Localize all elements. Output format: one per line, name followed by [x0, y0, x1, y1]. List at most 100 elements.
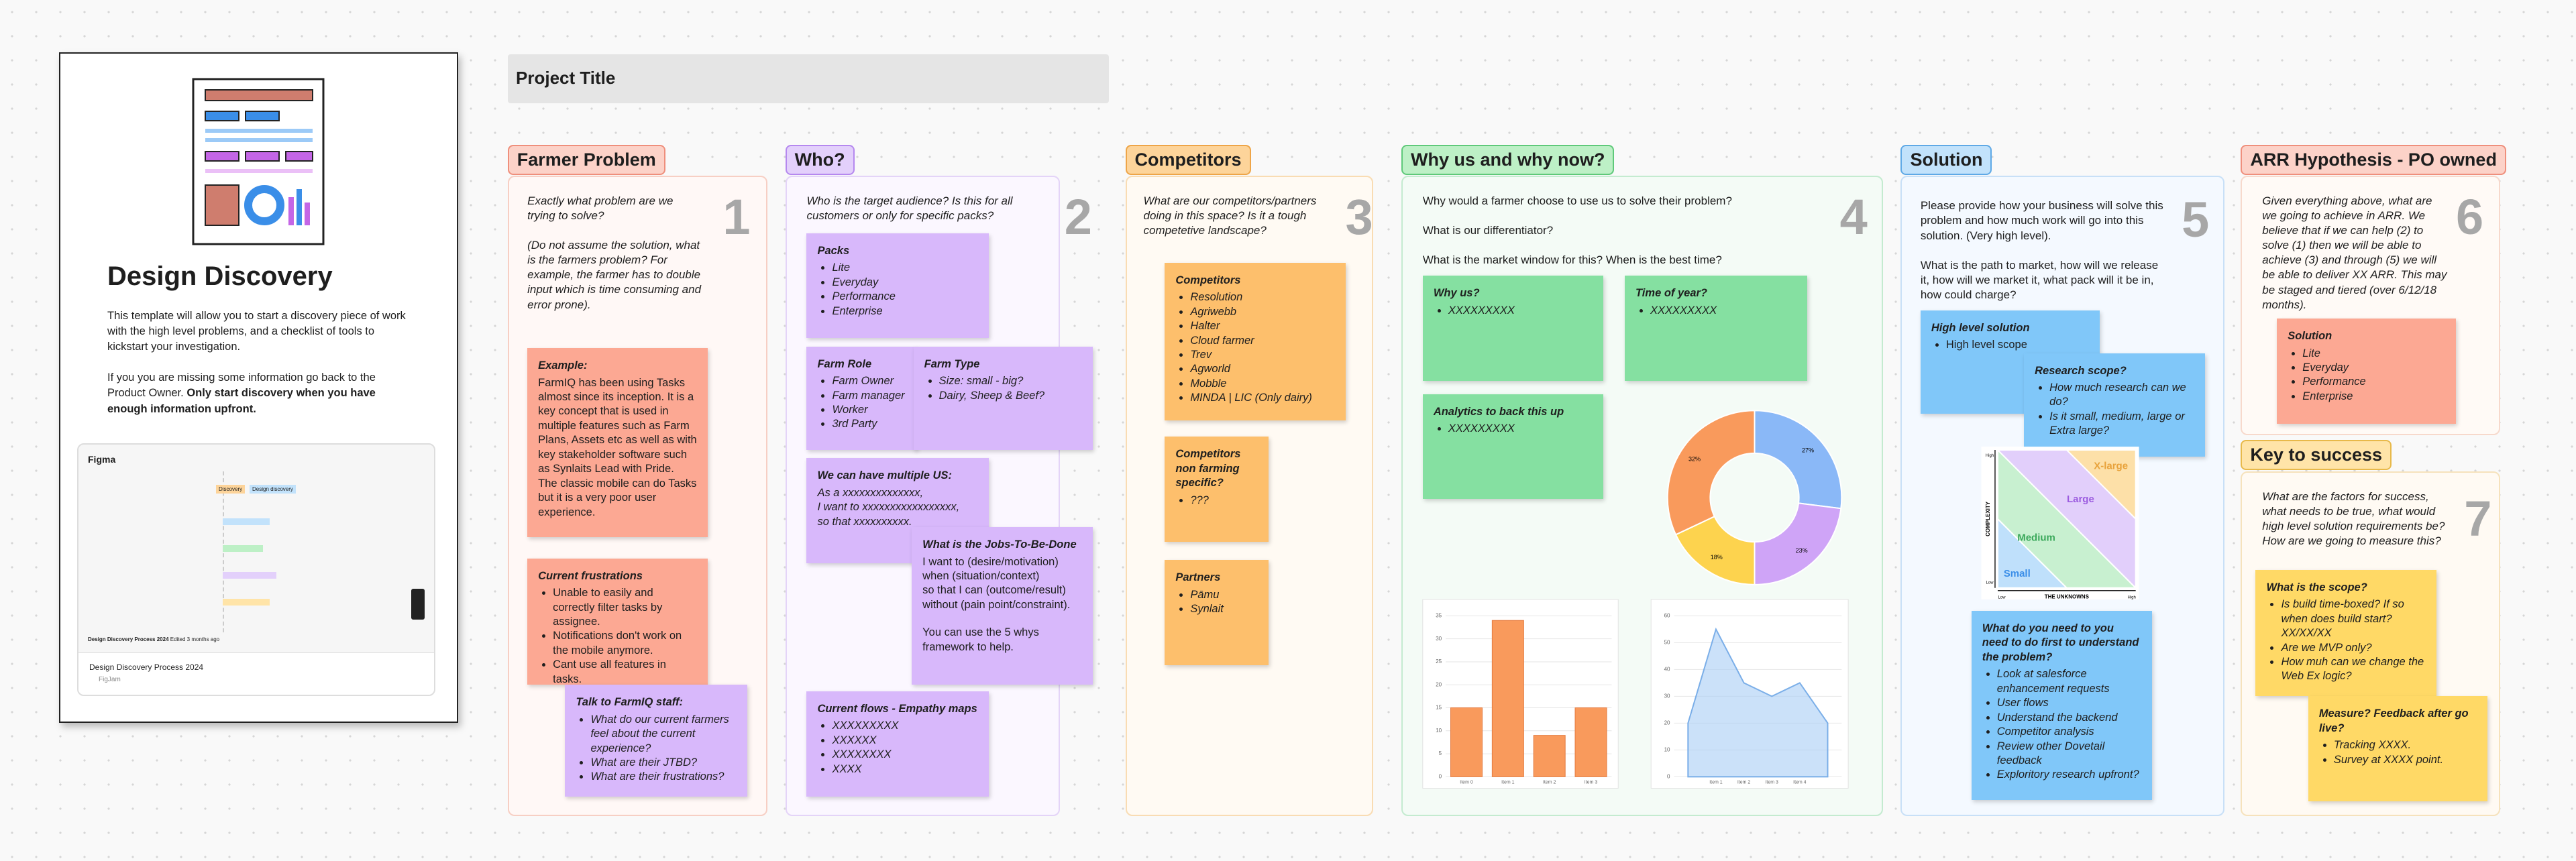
note-item: XXXXXXXXX — [1650, 304, 1796, 318]
note-title: Solution — [2288, 330, 2332, 343]
sticky-note: Packs LiteEverydayPerformanceEnterprise — [806, 233, 989, 339]
sticky-note: Current frustrations Unable to easily and… — [527, 558, 708, 685]
y-tick-label: 50 — [1664, 639, 1670, 645]
note-title: What do you need to you need to do first… — [1982, 622, 2139, 663]
x-tick-label: Item 3 — [1585, 780, 1598, 785]
note-title: What is the scope? — [2266, 581, 2367, 593]
note-item: How much research can we do? — [2049, 381, 2194, 410]
x-tick-label: Item 1 — [1501, 780, 1515, 785]
note-title: Research scope? — [2035, 364, 2127, 377]
note-title: Current flows - Empathy maps — [817, 703, 977, 715]
note-item: Cloud farmer — [1190, 334, 1334, 348]
preview-kind: FigJam — [99, 676, 121, 683]
note-item: XXXXXXXXX — [1448, 304, 1593, 318]
section-prompt: Who is the target audience? Is this for … — [806, 194, 1059, 238]
donut-label: 27% — [1802, 447, 1814, 453]
note-item: XXXXXXXXX — [832, 719, 978, 733]
note-text: As a xxxxxxxxxxxxxx, — [817, 486, 924, 499]
sticky-note: Time of year? XXXXXXXXX — [1625, 276, 1807, 382]
note-item: Agworld — [1190, 362, 1334, 376]
sticky-note: What is the scope? Is build time-boxed? I… — [2255, 569, 2436, 697]
file-preview[interactable]: Figma Discovery Design discovery Design … — [77, 443, 435, 696]
sticky-note: Measure? Feedback after go live? Tracking… — [2308, 696, 2487, 802]
sticky-note: Why us? XXXXXXXXX — [1422, 276, 1604, 382]
section-number: 4 — [1839, 188, 1868, 245]
note-title: We can have multiple US: — [817, 469, 952, 482]
note-item: Cant use all features in tasks. — [553, 658, 697, 685]
note-list: PāmuSynlait — [1175, 588, 1257, 617]
note-text: when (situation/context) — [922, 569, 1040, 582]
note-list: XXXXXXXXX — [1434, 304, 1593, 318]
prompt-text: Please provide how your business will so… — [1920, 199, 2163, 242]
preview-file: Design Discovery Process 2024 Edited 3 m… — [88, 636, 219, 642]
bar — [1533, 735, 1566, 777]
complexity-band — [2065, 449, 2137, 521]
preview-shape — [223, 518, 270, 525]
note-list: High level scope — [1931, 338, 2089, 352]
note-item: Dairy, Sheep & Beef? — [939, 389, 1082, 403]
x-tick-label: Item 3 — [1765, 780, 1778, 785]
note-item: Notifications don't work on the mobile a… — [553, 629, 697, 658]
note-text: I want to (desire/motivation) — [922, 555, 1059, 568]
sticky-note: What is the Jobs-To-Be-Done I want to (de… — [912, 527, 1093, 685]
prompt-text: Exactly what problem are we trying to so… — [527, 194, 674, 223]
note-item: Enterprise — [2302, 390, 2445, 404]
note-title: Example: — [538, 359, 588, 372]
bar — [1491, 620, 1524, 777]
template-illustration — [192, 78, 325, 245]
note-list: LiteEverydayPerformanceEnterprise — [2288, 347, 2445, 404]
sticky-note: Farm Type Size: small - big?Dairy, Sheep … — [913, 346, 1093, 451]
sticky-note: Example: FarmIQ has been using Tasks almo… — [527, 348, 708, 537]
diagram-y-axis: COMPLEXITY — [1985, 501, 1991, 536]
prompt-text: What is the market window for this? When… — [1422, 253, 1722, 267]
preview-item: Design discovery — [250, 485, 296, 494]
note-text: The classic mobile can do Tasks but it i… — [538, 477, 697, 518]
section-title: Why us and why now? — [1401, 144, 1615, 175]
sticky-note: Farm Role Farm OwnerFarm managerWorker3rd… — [806, 346, 917, 451]
section-number: 5 — [2182, 192, 2210, 248]
note-item: ??? — [1190, 494, 1257, 508]
note-title: Talk to FarmIQ staff: — [576, 696, 683, 709]
section-number: 2 — [1064, 188, 1092, 245]
diagram-x-high: High — [2128, 596, 2136, 600]
note-item: What do our current farmers feel about t… — [590, 713, 737, 756]
note-list: What do our current farmers feel about t… — [576, 713, 737, 785]
note-item: Performance — [832, 290, 978, 304]
note-title: Farm Role — [817, 357, 872, 370]
section-prompt: What are the factors for success, what n… — [2262, 490, 2456, 563]
note-item: How muh can we change the Web Ex logic? — [2281, 655, 2425, 684]
note-title: Partners — [1175, 571, 1221, 584]
template-note: If you you are missing some information … — [107, 371, 376, 400]
sticky-note: Research scope? How much research can we … — [2024, 353, 2205, 457]
y-tick-label: 0 — [1667, 773, 1670, 779]
y-tick-label: 30 — [1664, 693, 1670, 699]
prompt-text: What are our competitors/partners doing … — [1143, 194, 1317, 237]
note-item: What are their JTBD? — [590, 756, 737, 770]
preview-shape — [223, 572, 276, 579]
preview-name: Design Discovery Process 2024 — [89, 663, 204, 672]
complexity-level: Small — [2004, 568, 2031, 579]
note-title: Farm Type — [924, 357, 980, 370]
preview-app: Figma — [88, 454, 116, 465]
note-item: Everyday — [832, 276, 978, 290]
template-description: This template will allow you to start a … — [107, 310, 406, 353]
section-number: 1 — [722, 188, 751, 245]
preview-meta: Edited 3 months ago — [170, 636, 220, 642]
note-list: ResolutionAgriwebbHalterCloud farmerTrev… — [1175, 290, 1334, 406]
note-item: Size: small - big? — [939, 374, 1082, 388]
note-list: Tracking XXXX.Survey at XXXX point. — [2319, 738, 2477, 767]
x-tick-label: Item 2 — [1737, 780, 1751, 785]
section-prompt: Exactly what problem are we trying to so… — [527, 194, 703, 327]
y-tick-label: 20 — [1436, 681, 1442, 687]
diagram-x-low: Low — [1998, 596, 2006, 600]
section-prompt: Given everything above, what are we goin… — [2262, 194, 2448, 327]
donut-label: 23% — [1796, 547, 1808, 554]
note-list: XXXXXXXXX — [1434, 422, 1593, 436]
template-note-bold: Only start discovery when you have enoug… — [107, 387, 376, 415]
prompt-text: What is the path to market, how will we … — [1920, 258, 2159, 301]
prompt-text: Given everything above, what are we goin… — [2262, 194, 2447, 311]
section-title: ARR Hypothesis - PO owned — [2241, 144, 2506, 175]
note-item: Exploritory research upfront? — [1997, 768, 2141, 782]
sticky-note: Solution LiteEverydayPerformanceEnterpris… — [2277, 319, 2457, 424]
template-title: Design Discovery — [107, 262, 333, 291]
